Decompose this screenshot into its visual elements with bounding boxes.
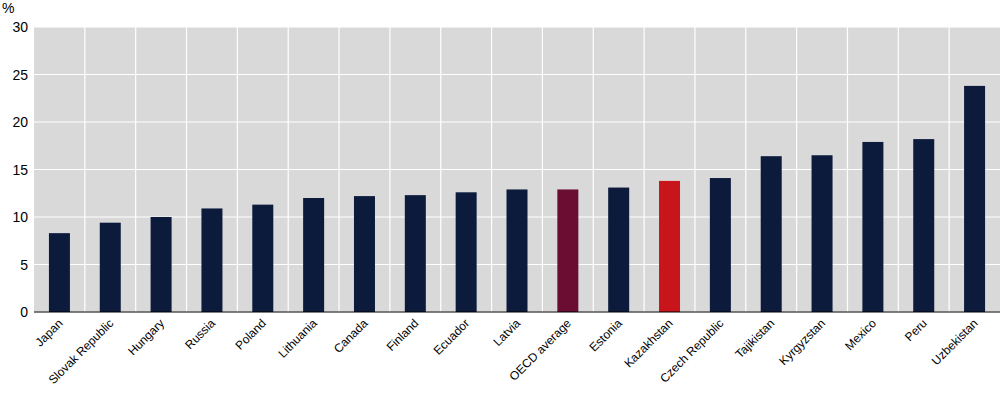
x-tick-label: Japan — [33, 316, 66, 349]
bar — [659, 181, 680, 312]
bar — [354, 196, 375, 312]
bar — [761, 156, 782, 312]
bar — [201, 208, 222, 312]
grid-line — [34, 26, 1000, 27]
y-tick-label: 30 — [12, 19, 28, 35]
chart: 0 5 10 15 20 25 30% JapanSlovak RepublicHungary… — [0, 0, 1000, 394]
y-tick-label: 5 — [20, 257, 28, 273]
bar — [862, 142, 883, 312]
bar — [812, 155, 833, 312]
y-tick-label: 25 — [12, 67, 28, 83]
bar — [710, 178, 731, 312]
x-tick-label: Uzbekistan — [929, 316, 981, 368]
y-axis-label: % — [2, 0, 14, 16]
bar — [303, 198, 324, 312]
x-tick-label: Mexico — [842, 316, 879, 353]
y-tick-label: 15 — [12, 162, 28, 178]
x-tick-label: Kyrgyzstan — [776, 316, 828, 368]
x-tick-label: OECD average — [507, 316, 575, 384]
x-tick-label: Lithuania — [275, 316, 320, 361]
x-tick-label: Slovak Republic — [46, 316, 117, 387]
bar — [608, 188, 629, 312]
grid-line — [34, 169, 1000, 170]
bar — [964, 86, 985, 312]
x-tick-label: Estonia — [587, 316, 625, 354]
bar — [49, 233, 70, 312]
x-tick-label: Latvia — [491, 316, 524, 349]
bar — [100, 223, 121, 312]
grid-line — [34, 311, 1000, 312]
bar — [557, 189, 578, 312]
bar — [405, 195, 426, 312]
x-tick-label: Hungary — [125, 316, 167, 358]
bar — [151, 217, 172, 312]
x-tick-label: Tajikistan — [733, 316, 778, 361]
y-tick-label: 0 — [20, 304, 28, 320]
x-tick-label: Poland — [233, 316, 269, 352]
grid-line — [34, 74, 1000, 75]
bar — [252, 205, 273, 312]
x-tick-label: Czech Republic — [657, 316, 726, 385]
x-tick-label: Finland — [384, 316, 422, 354]
x-tick-label: Russia — [182, 316, 218, 352]
x-tick-label: Kazakhstan — [621, 316, 675, 370]
x-axis-line — [34, 312, 1000, 313]
y-tick-label: 20 — [12, 114, 28, 130]
x-tick-label: Peru — [902, 316, 930, 344]
bar — [507, 189, 528, 312]
y-tick-label: 10 — [12, 209, 28, 225]
bars — [49, 86, 985, 312]
x-tick-label: Ecuador — [431, 316, 473, 358]
x-tick-label: Canada — [331, 316, 371, 356]
grid-line — [34, 121, 1000, 122]
bar — [913, 139, 934, 312]
plot-background — [34, 27, 1000, 312]
bar — [456, 192, 477, 312]
